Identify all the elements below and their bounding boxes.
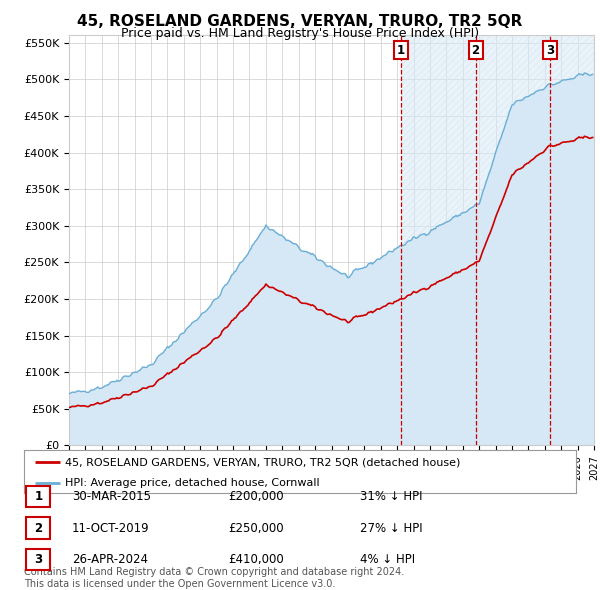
Text: £200,000: £200,000 <box>228 490 284 503</box>
Text: 1: 1 <box>34 490 43 503</box>
Text: £250,000: £250,000 <box>228 522 284 535</box>
Text: 26-APR-2024: 26-APR-2024 <box>72 553 148 566</box>
Text: 27% ↓ HPI: 27% ↓ HPI <box>360 522 422 535</box>
Text: 2: 2 <box>34 522 43 535</box>
Text: 31% ↓ HPI: 31% ↓ HPI <box>360 490 422 503</box>
Bar <box>550 35 594 445</box>
Text: 45, ROSELAND GARDENS, VERYAN, TRURO, TR2 5QR: 45, ROSELAND GARDENS, VERYAN, TRURO, TR2… <box>77 14 523 28</box>
Text: 30-MAR-2015: 30-MAR-2015 <box>72 490 151 503</box>
Bar <box>401 35 476 445</box>
Text: Contains HM Land Registry data © Crown copyright and database right 2024.
This d: Contains HM Land Registry data © Crown c… <box>24 567 404 589</box>
Bar <box>476 35 550 445</box>
Text: 45, ROSELAND GARDENS, VERYAN, TRURO, TR2 5QR (detached house): 45, ROSELAND GARDENS, VERYAN, TRURO, TR2… <box>65 457 461 467</box>
Text: 11-OCT-2019: 11-OCT-2019 <box>72 522 149 535</box>
Text: 4% ↓ HPI: 4% ↓ HPI <box>360 553 415 566</box>
Text: 3: 3 <box>34 553 43 566</box>
Text: 1: 1 <box>397 44 405 57</box>
Text: 3: 3 <box>546 44 554 57</box>
Text: £410,000: £410,000 <box>228 553 284 566</box>
Text: 2: 2 <box>472 44 479 57</box>
Text: HPI: Average price, detached house, Cornwall: HPI: Average price, detached house, Corn… <box>65 478 320 489</box>
Text: Price paid vs. HM Land Registry's House Price Index (HPI): Price paid vs. HM Land Registry's House … <box>121 27 479 40</box>
